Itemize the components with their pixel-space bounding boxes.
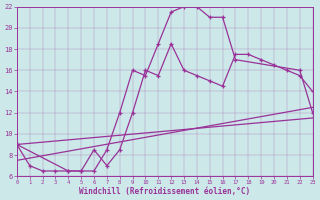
X-axis label: Windchill (Refroidissement éolien,°C): Windchill (Refroidissement éolien,°C)	[79, 187, 250, 196]
